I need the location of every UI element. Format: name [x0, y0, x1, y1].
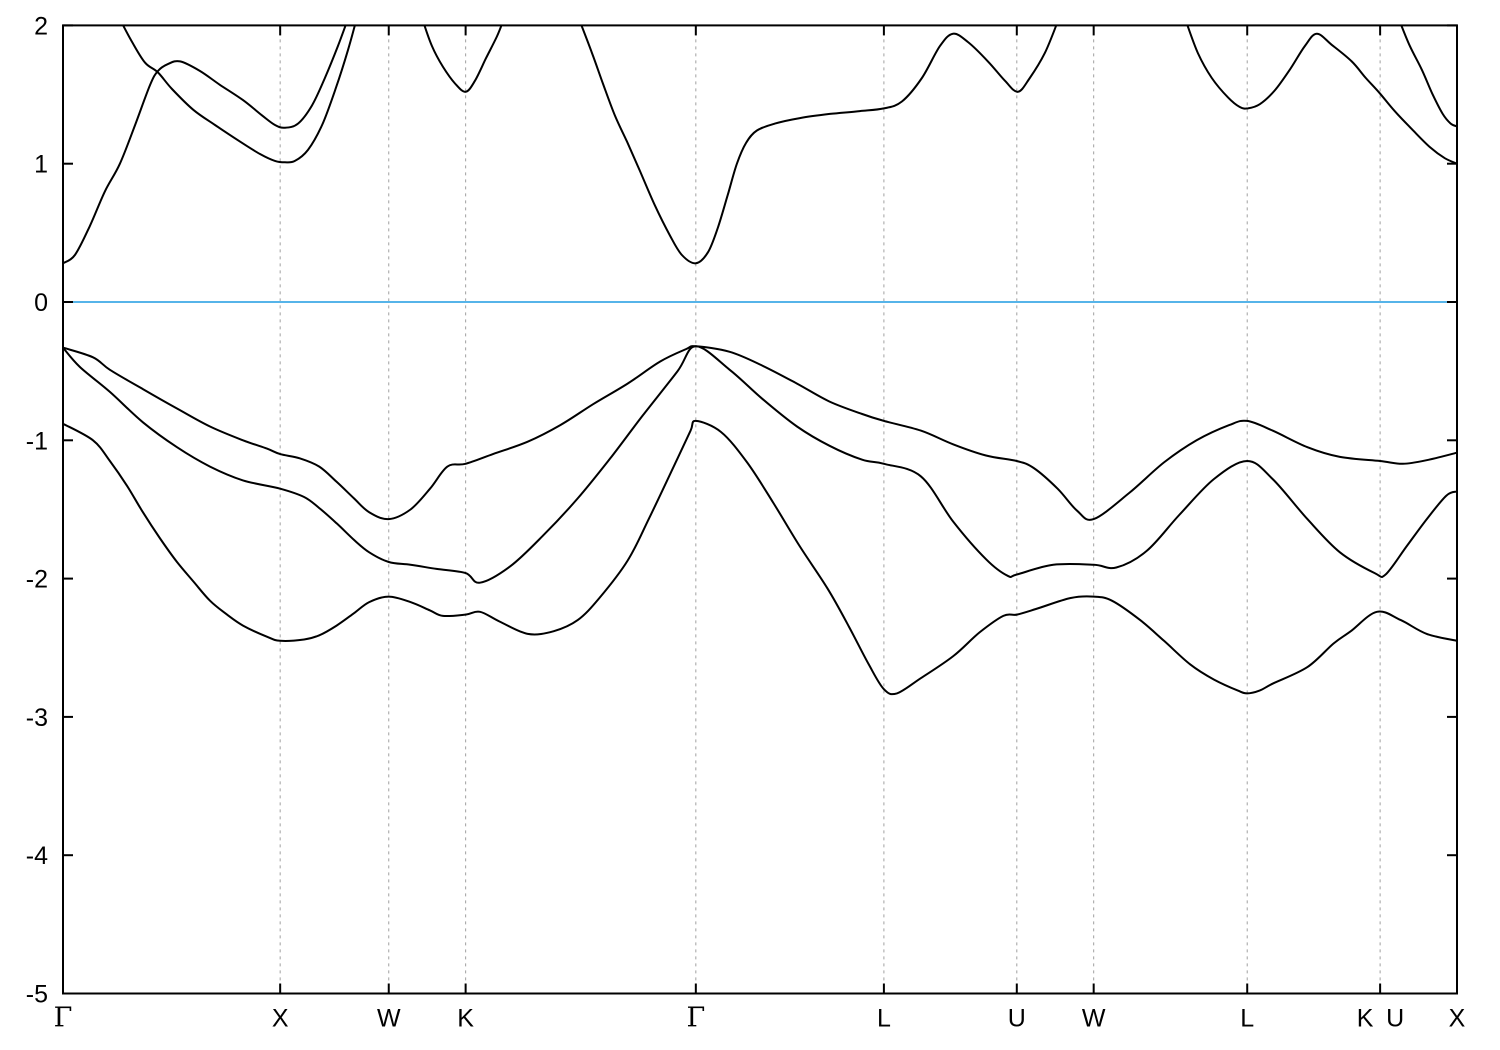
- y-axis-label--4: -4: [26, 842, 48, 870]
- k-point-label-Γ: Γ: [686, 1003, 705, 1034]
- k-point-label-K: K: [1357, 1005, 1374, 1033]
- y-axis-label-2: 2: [34, 12, 48, 40]
- k-point-label-K: K: [457, 1005, 474, 1033]
- k-point-label-L: L: [877, 1005, 891, 1033]
- band-curve-conduction-band-segment-5: [1186, 25, 1458, 165]
- k-point-label-W: W: [377, 1005, 401, 1033]
- k-point-label-W: W: [1082, 1005, 1106, 1033]
- y-axis-label-1: 1: [34, 151, 48, 179]
- band-curve-conduction-band-segment-1: [62, 25, 347, 265]
- band-curve-valence-band-3: [62, 419, 1458, 696]
- band-curve-conduction-band-segment-6: [1400, 25, 1458, 128]
- band-curve-valence-band-2: [62, 345, 1458, 584]
- band-curves-group: [62, 25, 1458, 696]
- k-point-label-Γ: Γ: [54, 1003, 73, 1034]
- band-curve-conduction-band-segment-4: [580, 25, 1058, 265]
- y-axis-label-0: 0: [34, 289, 48, 317]
- band-curve-conduction-band-segment-2: [121, 25, 356, 164]
- band-curve-conduction-band-segment-3: [423, 25, 503, 93]
- y-axis-label--1: -1: [26, 427, 48, 455]
- k-point-label-X: X: [272, 1005, 289, 1033]
- k-point-label-U: U: [1386, 1005, 1404, 1033]
- y-axis-label--5: -5: [26, 981, 48, 1009]
- k-point-label-L: L: [1240, 1005, 1254, 1033]
- y-axis-label--2: -2: [26, 566, 48, 594]
- plot-border: [62, 24, 1458, 995]
- k-point-label-X: X: [1449, 1005, 1466, 1033]
- y-axis-label--3: -3: [26, 704, 48, 732]
- k-point-label-U: U: [1008, 1005, 1026, 1033]
